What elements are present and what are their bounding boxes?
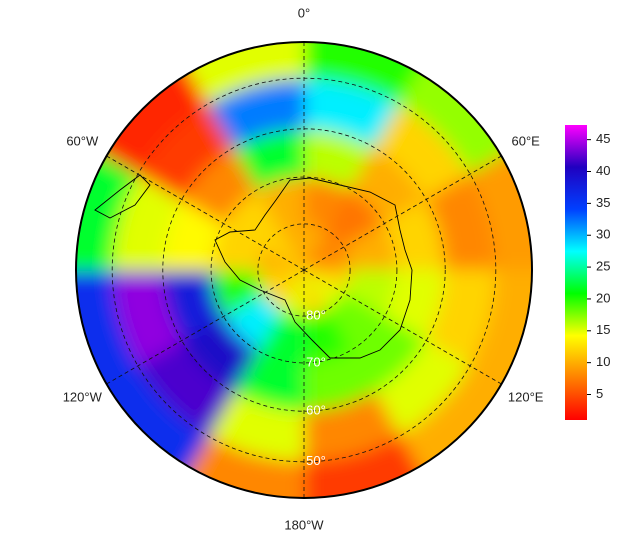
antarctica-coast: [214, 177, 413, 359]
meridian: [303, 155, 502, 271]
field: [76, 42, 532, 498]
field-clip: [76, 42, 532, 498]
map-border: [75, 41, 533, 499]
graticule: 80° 70° 60° 50° 0° 60°E 120°E 180°W 120°W 60°W: [63, 5, 544, 532]
colorbar-label: 20: [596, 290, 610, 305]
colorbar: 5 10 15 20 25 30 35 40 45: [565, 125, 610, 420]
colorbar-label: 35: [596, 195, 610, 210]
colorbar-label: 15: [596, 322, 610, 337]
meridian-label: 60°W: [66, 133, 99, 148]
colorbar-label: 40: [596, 163, 610, 178]
meridian-label: 120°E: [508, 389, 544, 404]
meridian: [106, 269, 305, 385]
colorbar-label: 45: [596, 131, 610, 146]
lat-label: 50°: [306, 453, 326, 468]
colorbar-label: 25: [596, 259, 610, 274]
south-america-coast: [94, 174, 151, 219]
meridian-label: 120°W: [63, 389, 103, 404]
colorbar-label: 10: [596, 354, 610, 369]
meridian-label: 60°E: [512, 133, 541, 148]
lat-circle: [257, 223, 351, 317]
lat-label: 80°: [306, 308, 326, 323]
colorbar-ramp: [565, 125, 587, 420]
meridian: [303, 269, 502, 385]
meridian-label: 0°: [298, 5, 310, 20]
colorbar-label: 30: [596, 227, 610, 242]
lat-label: 70°: [306, 354, 326, 369]
colorbar-label: 5: [596, 386, 603, 401]
meridian: [106, 155, 305, 271]
meridian-label: 180°W: [284, 517, 324, 532]
lat-label: 60°: [306, 403, 326, 418]
